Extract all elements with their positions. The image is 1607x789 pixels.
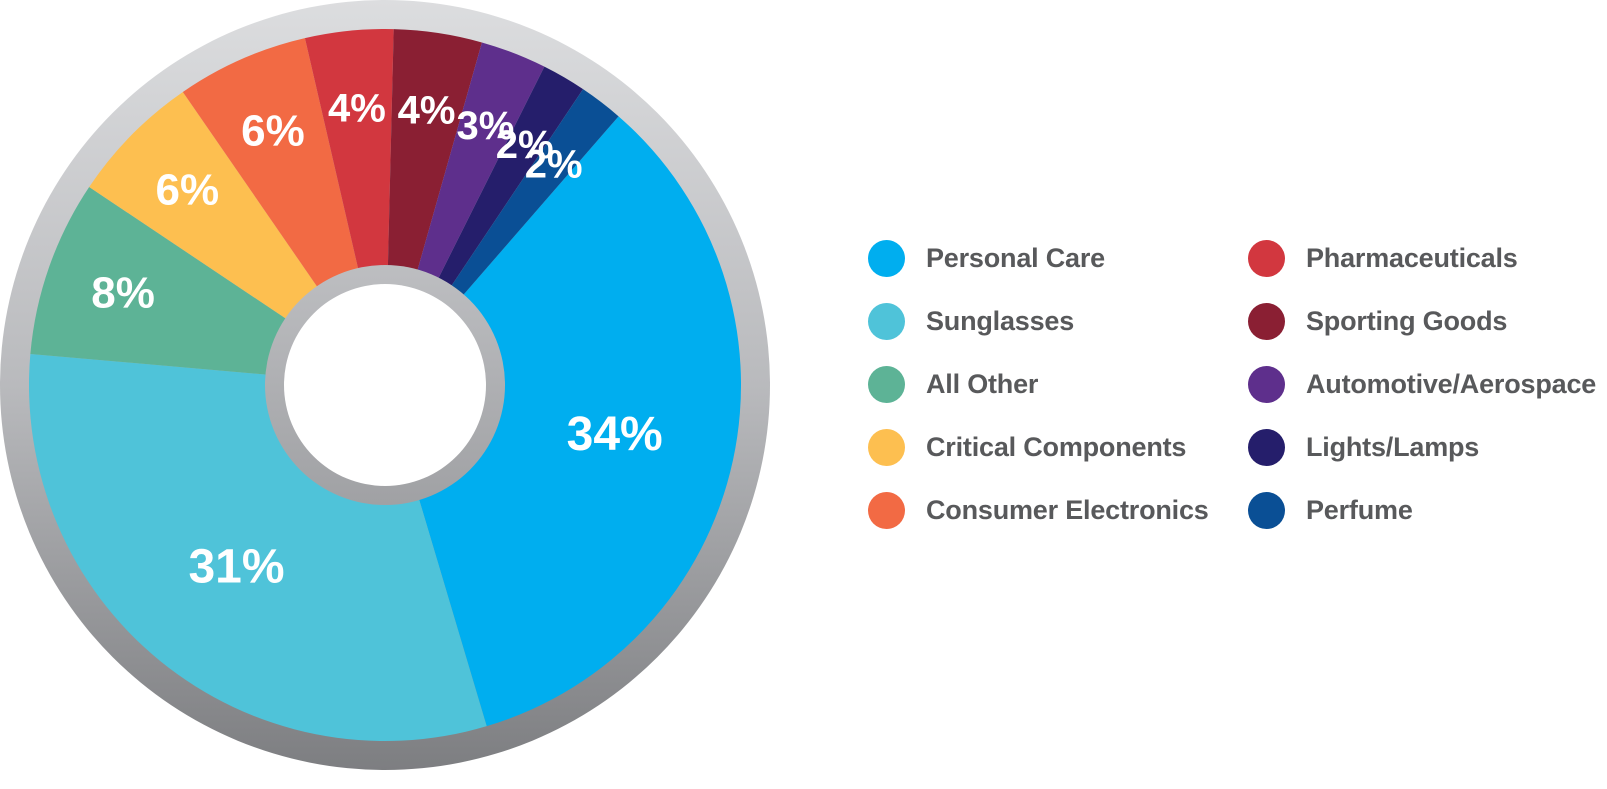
legend-item-consumer-electronics: Consumer Electronics: [868, 490, 1209, 530]
legend-swatch: [868, 239, 905, 277]
legend: Personal Care Sunglasses All Other Critical…: [868, 238, 1598, 568]
legend-item-sporting-goods: Sporting Goods: [1248, 301, 1507, 341]
donut-hole: [284, 284, 486, 486]
slice-label-all-other: 8%: [91, 268, 155, 317]
slice-label-perfume: 2%: [525, 142, 583, 186]
slice-label-sporting-goods: 4%: [398, 88, 456, 132]
slice-label-sunglasses: 31%: [188, 541, 284, 594]
legend-swatch: [868, 365, 905, 403]
legend-item-automotive-aerospace: Automotive/Aerospace: [1248, 364, 1596, 404]
legend-item-lights-lamps: Lights/Lamps: [1248, 427, 1479, 467]
legend-swatch: [1248, 491, 1285, 529]
legend-item-personal-care: Personal Care: [868, 238, 1105, 278]
legend-swatch: [1248, 428, 1285, 466]
legend-label: Perfume: [1306, 494, 1413, 525]
legend-label: Automotive/Aerospace: [1306, 368, 1597, 399]
legend-label: Sunglasses: [926, 305, 1075, 336]
legend-item-critical-components: Critical Components: [868, 427, 1186, 467]
legend-swatch: [1248, 365, 1285, 403]
slice-label-personal-care: 34%: [567, 408, 663, 461]
slice-label-lights-lamps: 2%: [496, 123, 554, 167]
legend-label: Lights/Lamps: [1306, 431, 1480, 462]
slice-label-consumer-electronics: 6%: [241, 106, 305, 155]
legend-label: Sporting Goods: [1306, 305, 1508, 336]
legend-item-sunglasses: Sunglasses: [868, 301, 1074, 341]
legend-item-pharmaceuticals: Pharmaceuticals: [1248, 238, 1518, 278]
legend-label: All Other: [926, 368, 1039, 399]
legend-swatch: [868, 491, 905, 529]
legend-swatch: [868, 428, 905, 466]
donut-chart: 34%31%8%6%6% 4% 4% 3%2%2%: [0, 0, 770, 770]
slice-labels-group: 34%31%8%6%6% 4% 4% 3%2%2%: [91, 87, 662, 594]
slice-personal-care: [385, 116, 742, 727]
legend-label: Pharmaceuticals: [1306, 242, 1518, 273]
legend-swatch: [1248, 302, 1285, 340]
legend-label: Personal Care: [926, 242, 1105, 273]
legend-swatch: [1248, 239, 1285, 277]
legend-label: Consumer Electronics: [926, 494, 1209, 525]
slice-label-critical-components: 6%: [156, 166, 220, 215]
slice-label-automotive-aerospace: 3%: [456, 104, 514, 148]
slice-label-pharmaceuticals: 4%: [328, 87, 386, 131]
legend-swatch: [868, 302, 905, 340]
legend-label: Critical Components: [926, 431, 1187, 462]
legend-item-all-other: All Other: [868, 364, 1038, 404]
legend-item-perfume: Perfume: [1248, 490, 1413, 530]
